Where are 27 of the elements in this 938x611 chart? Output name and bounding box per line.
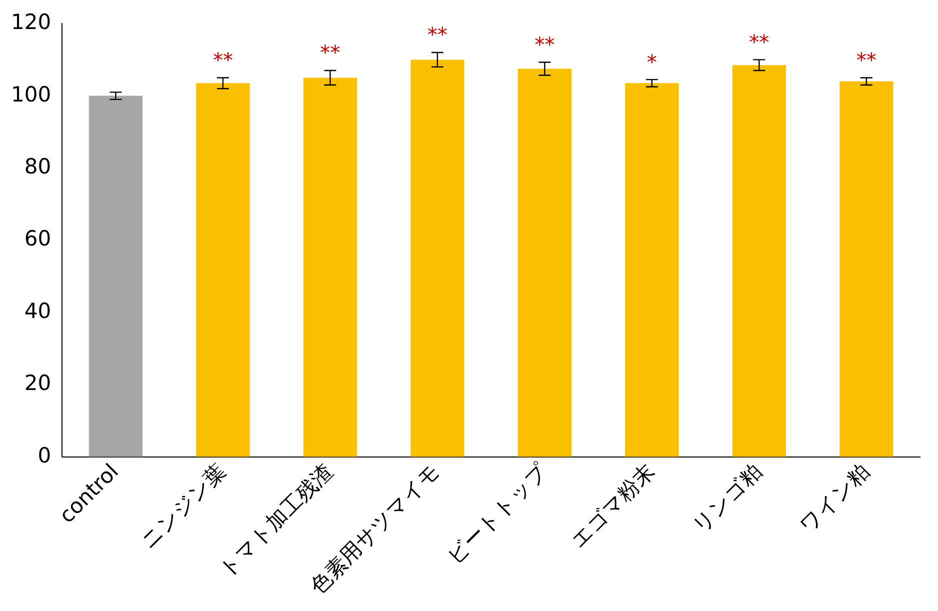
- bar: [88, 96, 143, 457]
- y-tick-label: 80: [24, 154, 52, 178]
- data-label: **: [534, 32, 555, 56]
- data-label: *: [646, 50, 657, 74]
- data-label: **: [856, 48, 876, 72]
- bar: [732, 65, 786, 457]
- bar: [840, 81, 894, 457]
- x-tick-label: ニンジン葉: [136, 459, 230, 554]
- data-label: **: [749, 30, 770, 54]
- y-tick-label: 20: [24, 371, 52, 396]
- x-tick-label: エゴマ粉末: [566, 459, 660, 553]
- data-label: **: [320, 40, 340, 65]
- bar: [410, 60, 464, 457]
- y-tick-label: 120: [10, 10, 52, 34]
- bar: [625, 83, 679, 457]
- data-label: **: [427, 22, 448, 47]
- x-tick-label: リンゴ粕: [688, 459, 767, 538]
- y-tick-label: 60: [24, 226, 52, 251]
- bar: [518, 68, 572, 457]
- bar: [303, 78, 357, 457]
- y-tick-label: 40: [24, 298, 52, 323]
- data-label: **: [212, 48, 233, 72]
- x-tick-label: ワイン粕: [795, 459, 874, 538]
- y-tick-label: 100: [10, 82, 52, 106]
- bar: [196, 83, 250, 457]
- y-tick-label: 0: [38, 443, 52, 468]
- x-tick-label: ビートトップ: [442, 459, 552, 569]
